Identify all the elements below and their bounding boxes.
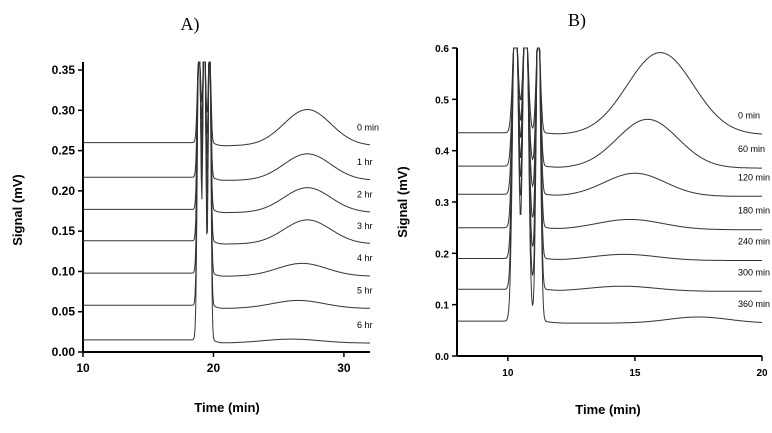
panel-a-trace-2 — [83, 61, 371, 181]
panel-a-y-tick-label: 0.35 — [52, 63, 76, 77]
panel-b-trace-1 — [457, 47, 762, 135]
panel-b-trace-2 — [457, 47, 762, 169]
panel-b-series-label: 300 min — [738, 267, 770, 277]
panel-a-y-tick-label: 0.25 — [52, 144, 76, 158]
panel-b-y-tick-label: 0.6 — [435, 44, 449, 55]
panel-b-series-label: 180 min — [738, 206, 770, 216]
panel-a-series-label: 6 hr — [357, 320, 373, 330]
panel-a-y-tick-label: 0.20 — [52, 184, 76, 198]
panel-b-x-axis-title: Time (min) — [575, 402, 641, 417]
panel-a-title: A) — [181, 14, 200, 35]
panel-a: A) Signal (mV) Time (min) 0.00 0.05 0.10 0.… — [10, 14, 379, 415]
panel-b-trace-5 — [457, 47, 762, 261]
panel-b-y-tick-label: 0.1 — [435, 301, 449, 312]
panel-a-x-axis-title: Time (min) — [194, 400, 260, 415]
panel-b-y-tick-label: 0.0 — [435, 352, 449, 363]
panel-b-y-tick-label: 0.5 — [435, 95, 449, 106]
panel-b-series-label: 360 min — [738, 299, 770, 309]
panel-a-series-label: 1 hr — [357, 157, 373, 167]
panel-b-series-label: 120 min — [738, 172, 770, 182]
panel-b-trace-4 — [457, 47, 762, 231]
panel-a-y-tick-label: 0.15 — [52, 224, 76, 238]
panel-b-title: B) — [568, 10, 586, 31]
panel-a-series-label: 5 hr — [357, 285, 373, 295]
panel-a-trace-6 — [83, 61, 370, 309]
panel-b-x-tick-label: 20 — [756, 368, 768, 379]
panel-b-trace-7 — [457, 47, 762, 324]
panel-a-x-tick-label: 20 — [207, 361, 221, 375]
panel-a-series-label: 4 hr — [357, 253, 373, 263]
panel-a-y-tick-label: 0.05 — [52, 305, 76, 319]
panel-b-series-label: 60 min — [738, 144, 765, 154]
panel-b-x-tick-label: 15 — [629, 368, 641, 379]
panel-a-series-label: 0 min — [357, 123, 379, 133]
panel-b-y-tick-label: 0.3 — [435, 198, 449, 209]
panel-b-trace-6 — [457, 47, 762, 292]
panel-a-y-tick-label: 0.00 — [52, 345, 76, 359]
panel-b-series-label: 240 min — [738, 236, 770, 246]
panel-a-trace-5 — [83, 61, 371, 277]
panel-b-trace-3 — [457, 47, 762, 197]
panel-a-x-tick-label: 30 — [337, 361, 351, 375]
panel-a-y-axis-title: Signal (mV) — [10, 174, 25, 246]
panel-b-y-tick-label: 0.4 — [435, 147, 449, 158]
panel-a-series-label: 3 hr — [357, 221, 373, 231]
panel-a-trace-1 — [83, 61, 370, 147]
panel-a-y-tick-label: 0.10 — [52, 264, 76, 278]
panel-b-y-axis-title: Signal (mV) — [395, 166, 410, 238]
panel-a-series-label: 2 hr — [357, 189, 373, 199]
panel-a-trace-3 — [83, 61, 370, 214]
panel-b: B) Signal (mV) Time (min) 0.0 0.1 0.2 0.3 0.… — [395, 10, 770, 417]
panel-a-trace-7 — [83, 61, 370, 344]
panel-b-series-label: 0 min — [738, 111, 760, 121]
panel-a-y-tick-label: 0.30 — [52, 103, 76, 117]
panel-a-x-tick-label: 10 — [76, 361, 90, 375]
panel-b-y-tick-label: 0.2 — [435, 249, 449, 260]
panel-a-trace-4 — [83, 61, 371, 245]
panel-b-x-tick-label: 10 — [502, 368, 514, 379]
